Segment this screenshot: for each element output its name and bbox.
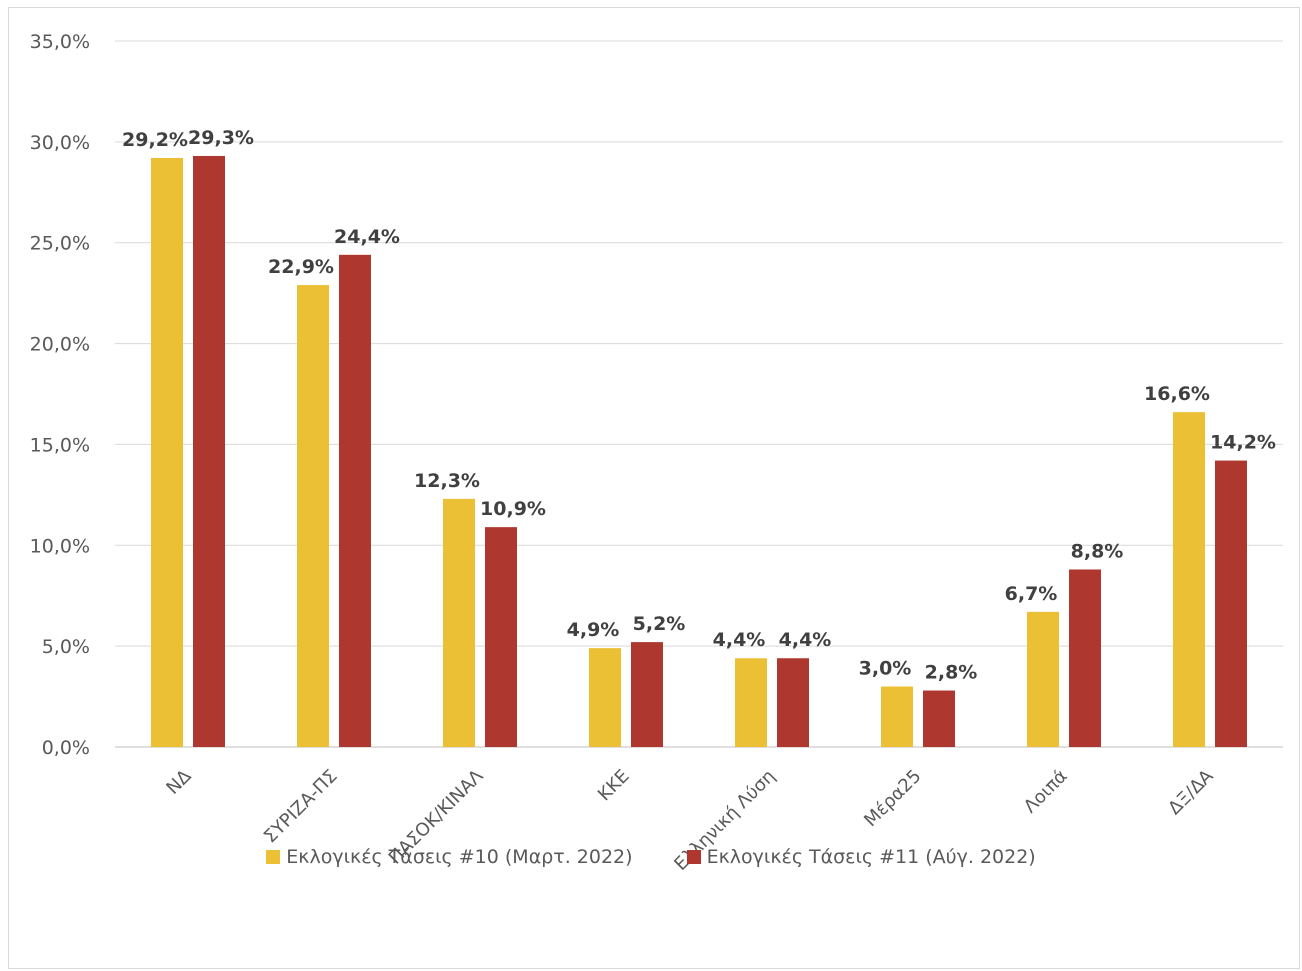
y-tick-label: 20,0% — [30, 334, 90, 356]
legend-label-series-2: Εκλογικές Τάσεις #11 (Αύγ. 2022) — [706, 846, 1036, 868]
y-tick-label: 25,0% — [30, 233, 90, 255]
y-tick-label: 35,0% — [30, 31, 90, 53]
data-label: 3,0% — [859, 657, 912, 679]
data-label: 5,2% — [633, 613, 686, 635]
legend-label-series-1: Εκλογικές Τάσεις #10 (Μαρτ. 2022) — [286, 846, 633, 868]
bar-series-2 — [1215, 460, 1247, 747]
data-label: 2,8% — [925, 662, 978, 684]
bar-series-2 — [193, 155, 225, 747]
bar-series-2 — [631, 642, 663, 747]
bar-series-1 — [589, 648, 621, 747]
data-label: 4,9% — [567, 619, 620, 641]
x-tick-label: Μέρα25 — [860, 766, 925, 831]
data-label: 14,2% — [1210, 432, 1276, 454]
y-tick-label: 0,0% — [42, 737, 90, 759]
data-label: 24,4% — [334, 226, 400, 248]
legend: Εκλογικές Τάσεις #10 (Μαρτ. 2022) Εκλογι… — [0, 846, 1302, 869]
data-label: 4,4% — [713, 629, 766, 651]
bar-series-1 — [1173, 412, 1205, 747]
data-label: 29,2% — [122, 129, 188, 151]
y-tick-label: 15,0% — [30, 434, 90, 456]
x-tick-label: Λοιπά — [1020, 766, 1072, 818]
bar-series-1 — [151, 157, 183, 748]
bar-series-1 — [297, 285, 329, 747]
bar-series-2 — [1069, 569, 1101, 747]
bar-series-2 — [339, 254, 371, 747]
legend-swatch-series-2 — [686, 850, 701, 864]
bar-series-2 — [485, 527, 517, 747]
data-label: 8,8% — [1071, 540, 1124, 562]
data-label: 10,9% — [480, 498, 546, 520]
bar-series-2 — [923, 690, 955, 747]
legend-item-series-1: Εκλογικές Τάσεις #10 (Μαρτ. 2022) — [266, 846, 633, 868]
legend-item-series-2: Εκλογικές Τάσεις #11 (Αύγ. 2022) — [686, 846, 1036, 868]
bar-series-1 — [1027, 611, 1059, 747]
data-label: 16,6% — [1144, 383, 1210, 405]
data-label: 4,4% — [779, 629, 832, 651]
x-tick-label: ΚΚΕ — [594, 766, 634, 806]
data-label: 22,9% — [268, 256, 334, 278]
y-tick-label: 5,0% — [42, 636, 90, 658]
bar-series-1 — [735, 658, 767, 747]
bar-series-1 — [443, 498, 475, 747]
x-tick-label: ΝΔ — [162, 765, 196, 799]
bar-series-1 — [881, 686, 913, 747]
x-tick-label: ΔΞ/ΔΑ — [1164, 765, 1218, 819]
data-label: 12,3% — [414, 470, 480, 492]
data-label: 29,3% — [188, 127, 254, 149]
bar-series-2 — [777, 658, 809, 747]
data-label: 6,7% — [1005, 583, 1058, 605]
y-tick-label: 30,0% — [30, 132, 90, 154]
y-tick-label: 10,0% — [30, 535, 90, 557]
x-tick-label: ΣΥΡΙΖΑ-ΠΣ — [260, 766, 342, 848]
legend-swatch-series-1 — [266, 850, 281, 864]
